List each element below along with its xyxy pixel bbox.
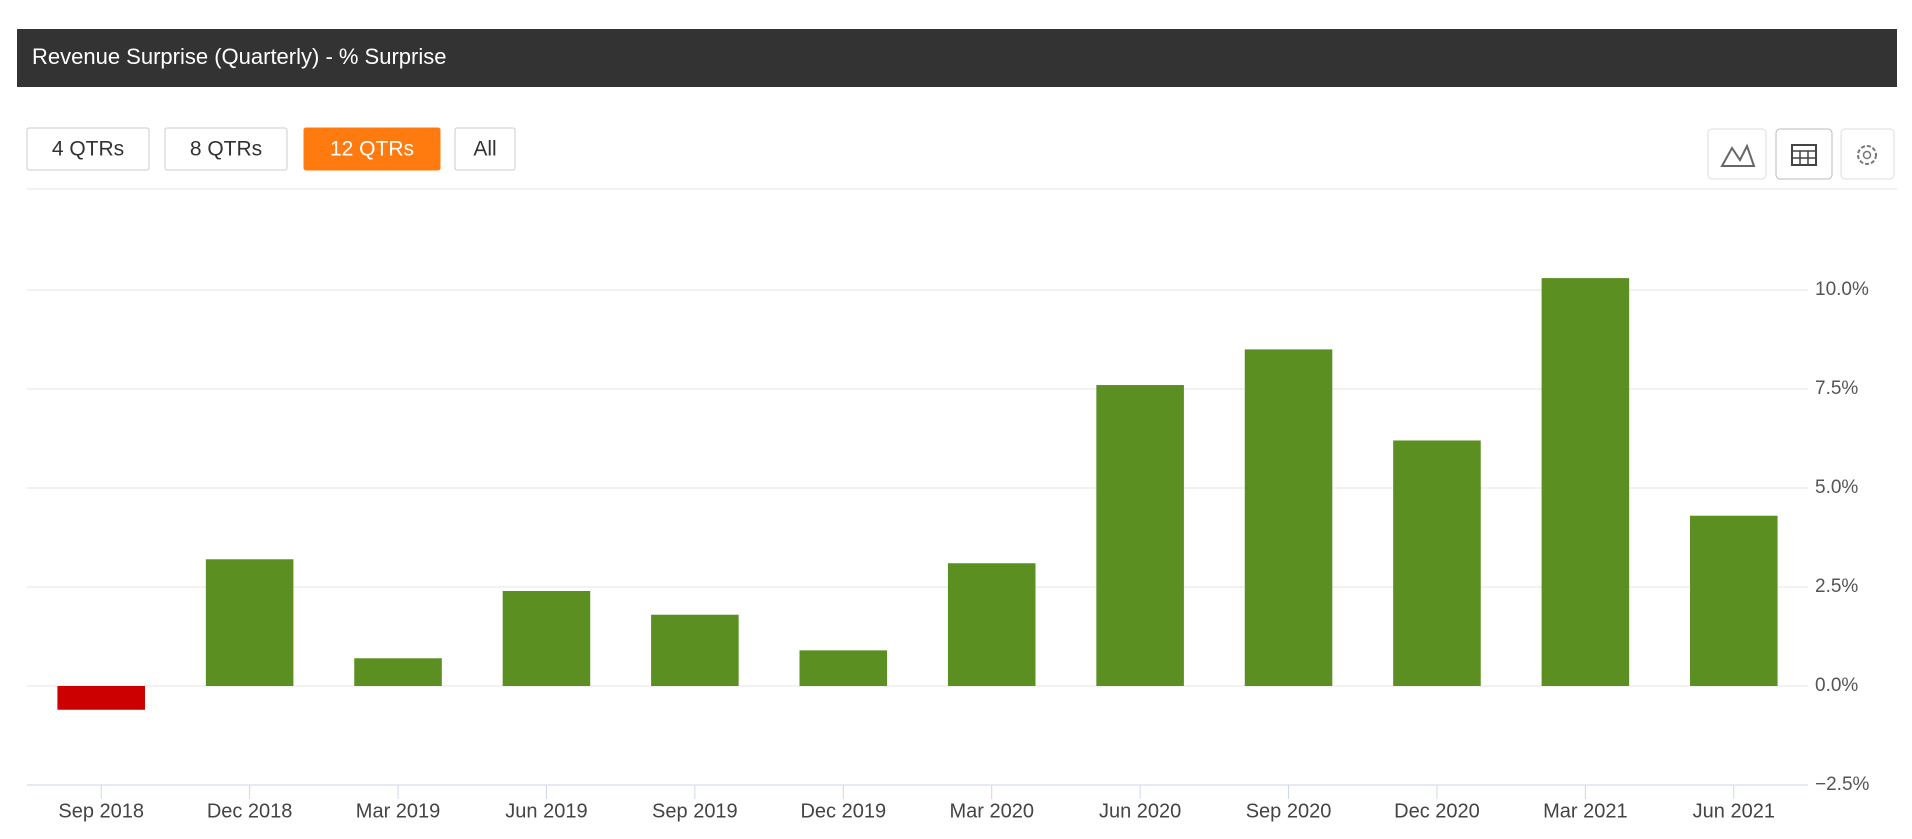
- table-icon: [1791, 144, 1817, 166]
- button-box: [164, 127, 288, 171]
- table-icon-lines: [1792, 150, 1816, 165]
- x-tick-label: Jun 2021: [1693, 800, 1775, 822]
- x-tick-label: Mar 2019: [356, 800, 441, 822]
- y-tick-label: −2.5%: [1815, 774, 1870, 795]
- bar: [502, 590, 591, 686]
- x-tick-label: Dec 2020: [1394, 800, 1480, 822]
- button-label: 4 QTRs: [52, 138, 124, 161]
- chart-icon: [1720, 143, 1756, 167]
- bar: [1244, 349, 1333, 686]
- y-tick-label: 7.5%: [1815, 378, 1858, 399]
- x-tick-label: Sep 2019: [652, 800, 738, 822]
- button-box: [303, 127, 441, 171]
- plot: −2.5% 0.0% 2.5% 5.0% 7.5% 10.0% Sep 2018 Dec 20…: [27, 278, 1870, 822]
- bar: [1096, 385, 1184, 686]
- bar: [651, 614, 739, 686]
- x-tick-label: Sep 2020: [1246, 800, 1332, 822]
- bar: [354, 658, 442, 686]
- table-button[interactable]: [1775, 128, 1833, 180]
- x-tick-label: Jun 2019: [505, 800, 587, 822]
- range-button[interactable]: 8 QTRs: [164, 127, 288, 171]
- y-tick-label: 10.0%: [1815, 279, 1869, 300]
- settings-icon: [1857, 145, 1877, 165]
- button-box: [454, 127, 516, 171]
- header-title: Revenue Surprise (Quarterly) - % Surpris…: [32, 44, 446, 69]
- bar: [205, 559, 294, 686]
- y-tick-label: 2.5%: [1815, 576, 1858, 597]
- x-tick-label: Dec 2019: [800, 800, 886, 822]
- y-tick-label: 5.0%: [1815, 477, 1858, 498]
- button-box: [26, 127, 150, 171]
- button-label: 8 QTRs: [190, 138, 262, 161]
- bar: [799, 650, 888, 686]
- button-label: 12 QTRs: [330, 138, 414, 161]
- button-label: All: [473, 138, 496, 161]
- range-buttons: 4 QTRs 8 QTRs 12 QTRs All: [26, 127, 516, 171]
- range-button[interactable]: 4 QTRs: [26, 127, 150, 171]
- x-tick-label: Mar 2020: [949, 800, 1034, 822]
- bar: [57, 686, 145, 710]
- bar: [1690, 515, 1778, 686]
- x-tick-label: Jun 2020: [1099, 800, 1181, 822]
- x-tick-label: Sep 2018: [58, 800, 144, 822]
- x-tick-label: Mar 2021: [1543, 800, 1628, 822]
- range-button[interactable]: All: [454, 127, 516, 171]
- header-bar: [17, 29, 1897, 87]
- y-tick-label: 0.0%: [1815, 675, 1858, 696]
- tool-icons: [1707, 128, 1895, 180]
- bar: [1541, 278, 1630, 686]
- bar: [947, 563, 1036, 686]
- settings-icon-center: [1862, 150, 1872, 160]
- range-button[interactable]: 12 QTRs: [303, 127, 441, 171]
- x-tick-label: Dec 2018: [207, 800, 293, 822]
- settings-button[interactable]: [1840, 128, 1895, 180]
- bar: [1393, 440, 1481, 686]
